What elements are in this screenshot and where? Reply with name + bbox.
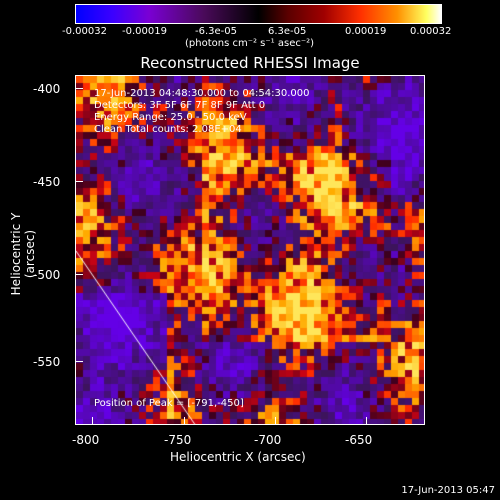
x-tick-label: -800 xyxy=(72,433,100,447)
colorbar-tick: 0.00032 xyxy=(410,26,452,37)
x-axis-tick xyxy=(184,417,185,425)
y-tick-label: -500 xyxy=(33,268,61,282)
colorbar-tick: -0.00019 xyxy=(122,26,167,37)
info-time-range: 17-Jun-2013 04:48:30.000 to 04:54:30.000 xyxy=(94,88,310,99)
info-energy-range: Energy Range: 25.0 - 50.0 keV xyxy=(94,112,247,123)
y-tick-label: -550 xyxy=(33,355,61,369)
colorbar-unit: (photons cm⁻² s⁻¹ asec⁻²) xyxy=(185,38,315,49)
image-canvas xyxy=(76,76,424,424)
x-tick-label: -700 xyxy=(254,433,282,447)
y-axis-title: Heliocentric Y (arcsec) xyxy=(9,212,37,296)
x-axis-tick xyxy=(275,417,276,425)
colorbar xyxy=(75,4,442,24)
plot-title: Reconstructed RHESSI Image xyxy=(140,54,360,72)
x-axis-tick xyxy=(92,417,93,425)
colorbar-tick: -6.3e-05 xyxy=(195,26,237,37)
colorbar-tick: 0.00019 xyxy=(345,26,387,37)
info-peak-position: Position of Peak = [-791,-450] xyxy=(94,398,244,409)
y-axis-tick xyxy=(75,88,83,89)
footer-timestamp: 17-Jun-2013 05:47 xyxy=(401,485,495,496)
y-axis-tick xyxy=(75,274,83,275)
x-tick-label: -650 xyxy=(345,433,373,447)
x-tick-label: -750 xyxy=(164,433,192,447)
info-clean: Clean Total counts: 2.08E+04 xyxy=(94,124,242,135)
rhessi-image xyxy=(75,75,425,425)
colorbar-tick: 6.3e-05 xyxy=(268,26,307,37)
y-axis-tick xyxy=(75,361,83,362)
y-tick-label: -400 xyxy=(33,82,61,96)
y-tick-label: -450 xyxy=(33,175,61,189)
x-axis-tick xyxy=(366,417,367,425)
info-detectors: Detectors: 3F 5F 6F 7F 8F 9F Att 0 xyxy=(94,100,266,111)
x-axis-title: Heliocentric X (arcsec) xyxy=(170,450,306,464)
colorbar-tick: -0.00032 xyxy=(62,26,107,37)
y-axis-tick xyxy=(75,181,83,182)
